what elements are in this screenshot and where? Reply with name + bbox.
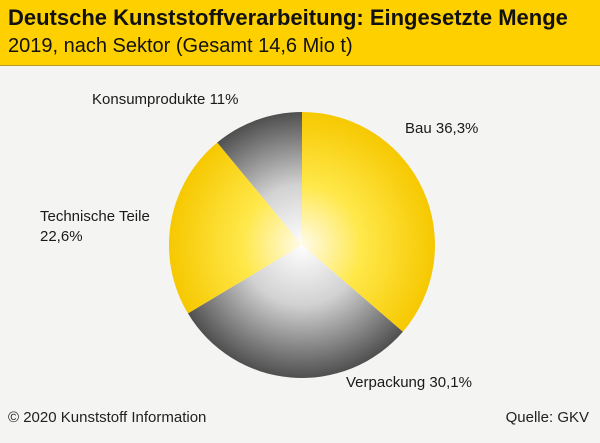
pie-labels: Bau 36,3% Verpackung 30,1% Technische Teil…: [40, 91, 478, 391]
pie-slice-1: [187, 245, 403, 378]
slice-label-1: Verpackung 30,1%: [346, 374, 472, 391]
slice-label-0: Bau 36,3%: [405, 120, 478, 137]
pie-slice-0: [302, 112, 435, 332]
source-text: Quelle: GKV: [505, 409, 589, 426]
copyright-text: © 2020 Kunststoff Information: [8, 409, 207, 426]
chart-header: Deutsche Kunststoffverarbeitung: Eingese…: [0, 0, 600, 66]
pie-slice-3: [217, 112, 302, 245]
slice-label-2: Technische Teile 22,6%: [40, 208, 150, 245]
pie-chart: Bau 36,3% Verpackung 30,1% Technische Teil…: [40, 91, 478, 391]
slice-label-3: Konsumprodukte 11%: [92, 91, 238, 108]
pie-slices: [168, 112, 435, 378]
chart-subtitle: 2019, nach Sektor (Gesamt 14,6 Mio t): [8, 35, 353, 57]
chart-title: Deutsche Kunststoffverarbeitung: Eingese…: [8, 5, 568, 30]
pie-slice-2: [168, 142, 302, 314]
